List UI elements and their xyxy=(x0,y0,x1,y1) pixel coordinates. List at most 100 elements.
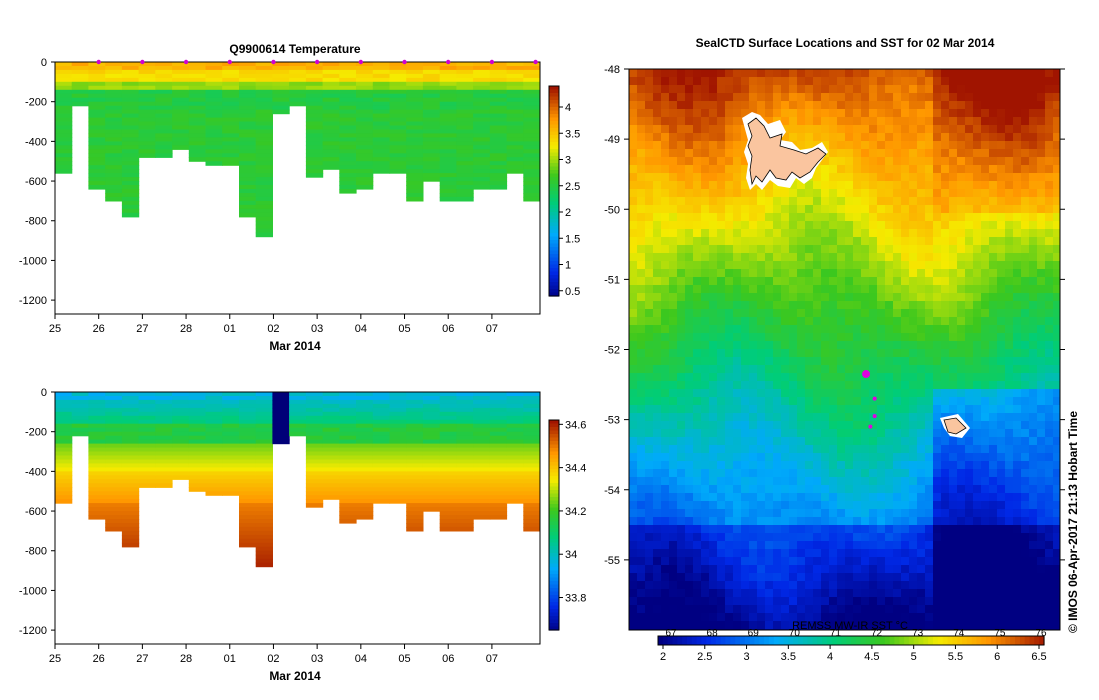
section-cell xyxy=(523,117,540,123)
y-tick-label: -1000 xyxy=(19,585,47,597)
section-cell xyxy=(456,467,474,472)
section-cell xyxy=(473,157,491,162)
sst-cell xyxy=(965,157,974,166)
section-cell xyxy=(55,85,73,91)
sst-cell xyxy=(781,437,790,446)
sst-cell xyxy=(1045,341,1054,350)
sst-cell xyxy=(949,101,958,110)
sst-cell xyxy=(925,93,934,102)
section-cell xyxy=(322,133,340,138)
sst-cell xyxy=(1045,485,1054,494)
sst-cell xyxy=(997,141,1006,150)
section-cell xyxy=(356,423,374,429)
sst-cell xyxy=(725,269,734,278)
section-cell xyxy=(305,66,324,71)
section-cell xyxy=(389,399,407,405)
sst-cell xyxy=(669,181,678,190)
sst-cell xyxy=(917,413,926,422)
sst-cell xyxy=(1045,501,1054,510)
section-cell xyxy=(422,149,441,154)
sst-cell xyxy=(981,101,990,110)
section-cell xyxy=(473,443,491,449)
section-cell xyxy=(322,161,340,166)
section-cell xyxy=(506,403,524,409)
sst-cell xyxy=(709,125,718,134)
section-cell xyxy=(439,471,457,476)
sst-cell xyxy=(757,381,766,390)
section-cell xyxy=(422,125,441,131)
section-cell xyxy=(422,447,441,453)
sst-cell xyxy=(901,453,910,462)
section-cell xyxy=(121,73,140,79)
x-tick-label: 07 xyxy=(486,653,498,665)
sst-cell xyxy=(829,461,838,470)
sst-cell xyxy=(685,397,694,406)
sst-cell xyxy=(741,69,750,78)
sst-cell xyxy=(965,413,974,422)
section-cell xyxy=(105,113,123,119)
section-cell xyxy=(255,196,273,202)
section-cell xyxy=(205,427,223,433)
section-cell xyxy=(523,479,540,484)
sst-cell xyxy=(965,133,974,142)
sst-cell xyxy=(717,205,726,214)
sst-cell xyxy=(869,333,878,342)
sst-cell xyxy=(709,381,718,390)
sst-cell xyxy=(749,469,758,478)
colorbar-segment xyxy=(549,458,559,463)
sst-cell xyxy=(877,365,886,374)
section-cell xyxy=(339,121,357,127)
sst-cell xyxy=(1005,165,1014,174)
sst-cell xyxy=(845,189,854,198)
sst-cell xyxy=(989,77,998,86)
section-cell xyxy=(523,97,540,103)
sst-cell xyxy=(941,309,950,318)
sst-cell xyxy=(1053,293,1060,302)
sst-cell xyxy=(1013,493,1022,502)
sst-cell xyxy=(701,69,710,78)
sst-cell xyxy=(789,93,798,102)
sst-cell xyxy=(973,445,982,454)
profile-marker xyxy=(314,59,320,65)
sst-cell xyxy=(765,181,774,190)
sst-cell xyxy=(1005,77,1014,86)
sst-cell xyxy=(805,69,814,78)
sst-cell xyxy=(789,253,798,262)
section-cell xyxy=(88,181,106,186)
sst-cell xyxy=(909,237,918,246)
section-cell xyxy=(489,85,508,91)
sst-cell xyxy=(997,181,1006,190)
section-cell xyxy=(222,109,240,115)
sst-cell xyxy=(669,453,678,462)
sst-cell xyxy=(709,325,718,334)
sst-cell xyxy=(797,117,806,126)
sst-cell xyxy=(821,69,830,78)
section-cell xyxy=(523,185,540,190)
sst-cell xyxy=(701,173,710,182)
sst-cell xyxy=(701,277,710,286)
sst-cell xyxy=(853,237,862,246)
sst-cell xyxy=(901,77,910,86)
sst-cell xyxy=(773,413,782,422)
section-cell xyxy=(305,491,324,496)
sst-cell xyxy=(717,181,726,190)
section-cell xyxy=(305,137,324,142)
sst-cell xyxy=(685,485,694,494)
sst-cell xyxy=(661,157,670,166)
section-cell xyxy=(71,399,89,405)
section-cell xyxy=(255,463,273,468)
sst-cell xyxy=(661,501,670,510)
sst-cell xyxy=(837,237,846,246)
sst-cell xyxy=(645,189,654,198)
x-tick-label: 28 xyxy=(180,323,192,335)
section-cell xyxy=(339,451,357,457)
sst-cell xyxy=(973,269,982,278)
sst-cell xyxy=(741,109,750,118)
sst-cell xyxy=(965,333,974,342)
sst-cell xyxy=(853,269,862,278)
section-cell xyxy=(222,97,240,103)
sst-cell xyxy=(1037,181,1046,190)
sst-cell xyxy=(805,413,814,422)
sst-cell xyxy=(797,205,806,214)
section-cell xyxy=(55,81,73,87)
